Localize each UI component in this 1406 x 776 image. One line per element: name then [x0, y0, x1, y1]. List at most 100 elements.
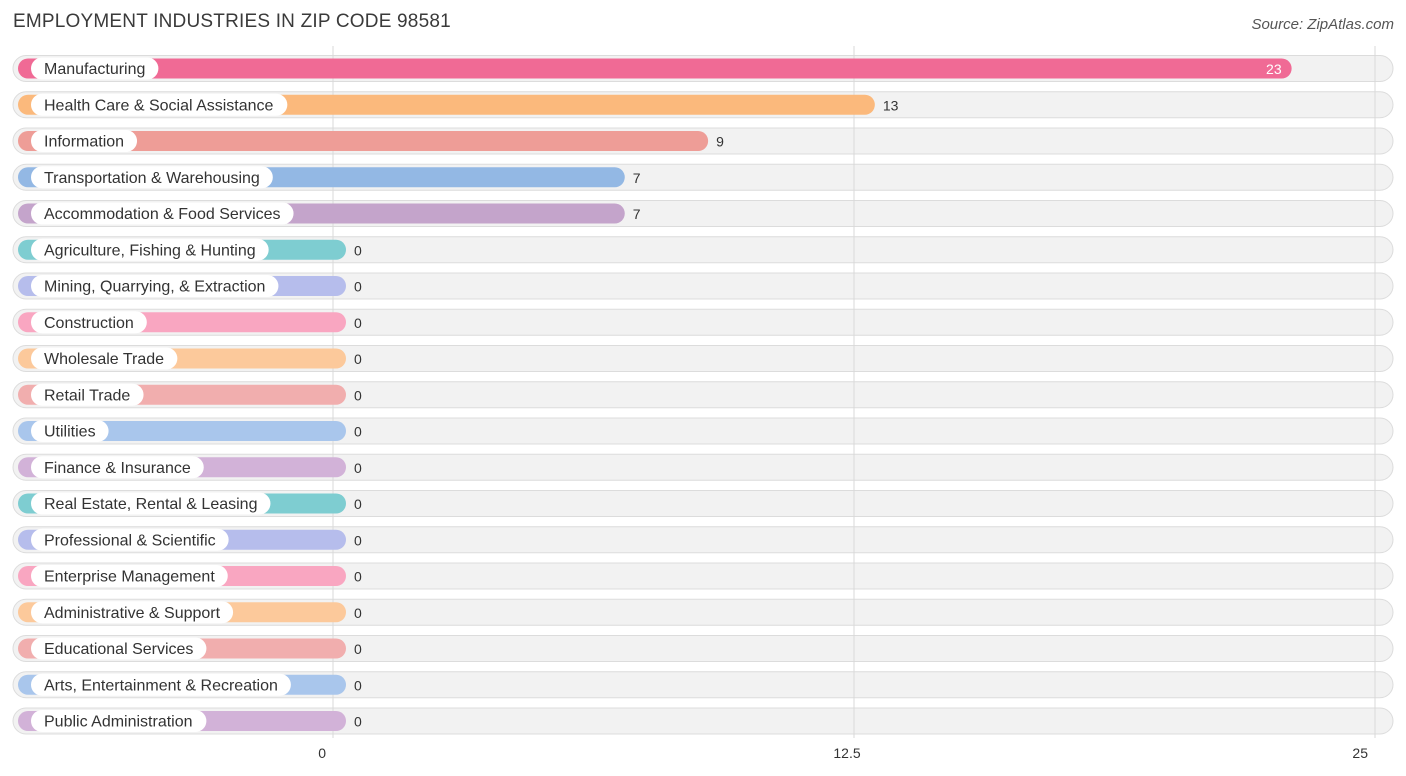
row-background [12, 598, 1394, 626]
category-label: Utilities [44, 424, 96, 441]
row-background [12, 236, 1394, 264]
value-label: 0 [354, 496, 362, 512]
category-label-pill [31, 130, 138, 152]
bar-group: Transportation & Warehousing 7 [18, 166, 641, 189]
category-label: Mining, Quarrying, & Extraction [44, 279, 265, 296]
x-tick-label: 0 [318, 745, 326, 761]
chart-source: Source: ZipAtlas.com [1251, 16, 1394, 33]
row-background [12, 345, 1394, 372]
row-background [12, 453, 1394, 481]
value-label: 0 [354, 605, 362, 621]
bars: Manufacturing 23 Health Care & Social Assi… [18, 57, 1292, 732]
category-label: Manufacturing [44, 61, 145, 78]
bar-group: Construction 0 [18, 311, 362, 334]
category-label-pill [31, 565, 228, 587]
bar-group: Real Estate, Rental & Leasing 0 [18, 492, 362, 515]
bar [18, 58, 1292, 79]
chart-title: EMPLOYMENT INDUSTRIES IN ZIP CODE 98581 [13, 11, 451, 32]
value-label: 0 [354, 279, 362, 295]
value-label: 0 [354, 460, 362, 476]
bar-group: Retail Trade 0 [18, 383, 362, 406]
row-background [12, 671, 1394, 699]
category-label-pill [31, 456, 204, 479]
category-label-pill [31, 311, 147, 334]
category-label: Construction [44, 315, 134, 332]
row-background [12, 308, 1394, 336]
row-background [12, 707, 1394, 735]
bar-group: Manufacturing 23 [18, 57, 1292, 80]
bar-group: Professional & Scientific 0 [18, 528, 362, 551]
value-label: 0 [354, 351, 362, 367]
bar-group: Accommodation & Food Services 7 [18, 202, 641, 225]
category-label: Real Estate, Rental & Leasing [44, 496, 257, 513]
value-label: 9 [716, 134, 724, 150]
row-background [12, 381, 1394, 409]
category-label-pill [31, 347, 178, 370]
value-label: 7 [633, 206, 641, 222]
bar-group: Arts, Entertainment & Recreation 0 [18, 673, 362, 696]
category-label: Educational Services [44, 641, 193, 658]
category-label-pill [31, 710, 207, 732]
category-label-pill [31, 238, 269, 261]
category-label: Transportation & Warehousing [44, 170, 260, 187]
category-label-pill [31, 383, 144, 406]
category-label-pill [31, 492, 271, 515]
value-label: 23 [1266, 61, 1282, 77]
bar-group: Information 9 [18, 130, 724, 152]
row-background [12, 490, 1394, 517]
bar-group: Wholesale Trade 0 [18, 347, 362, 370]
value-label: 0 [354, 315, 362, 331]
row-background [12, 562, 1394, 590]
category-label: Enterprise Management [44, 569, 215, 586]
bar-group: Public Administration 0 [18, 710, 362, 732]
bar-group: Utilities 0 [18, 420, 362, 442]
category-label-pill [31, 202, 294, 225]
value-label: 0 [354, 532, 362, 548]
category-label: Wholesale Trade [44, 351, 164, 368]
bar-group: Agriculture, Fishing & Hunting 0 [18, 238, 362, 261]
row-background [12, 417, 1394, 445]
category-label: Finance & Insurance [44, 460, 191, 477]
value-label: 13 [883, 97, 899, 113]
value-label: 0 [354, 641, 362, 657]
category-label: Retail Trade [44, 387, 130, 404]
bar-group: Mining, Quarrying, & Extraction 0 [18, 275, 362, 297]
x-axis-ticks: 0 12.5 25 [318, 745, 1368, 761]
value-label: 0 [354, 387, 362, 403]
row-background [12, 272, 1394, 300]
bar [18, 131, 709, 151]
category-label: Professional & Scientific [44, 532, 216, 549]
category-label-pill [31, 601, 234, 624]
row-background [12, 635, 1394, 662]
category-label-pill [31, 57, 159, 80]
category-label-pill [31, 637, 207, 660]
value-label: 0 [354, 677, 362, 693]
category-label: Public Administration [44, 714, 193, 731]
value-label: 0 [354, 424, 362, 440]
value-label: 0 [354, 242, 362, 258]
bar-group: Enterprise Management 0 [18, 565, 362, 587]
category-label-pill [31, 420, 109, 442]
category-label-pill [31, 673, 291, 696]
x-tick-label: 12.5 [833, 745, 860, 761]
category-label-pill [31, 528, 229, 551]
value-label: 0 [354, 714, 362, 730]
category-label-pill [31, 93, 288, 116]
x-tick-label: 25 [1352, 745, 1368, 761]
bar-group: Finance & Insurance 0 [18, 456, 362, 479]
category-label: Accommodation & Food Services [44, 206, 281, 223]
bar-group: Administrative & Support 0 [18, 601, 362, 624]
row-background [12, 526, 1394, 554]
value-label: 0 [354, 569, 362, 585]
category-label: Administrative & Support [44, 605, 221, 622]
category-label: Information [44, 134, 124, 151]
bar-group: Educational Services 0 [18, 637, 362, 660]
category-label: Arts, Entertainment & Recreation [44, 677, 278, 694]
bar-group: Health Care & Social Assistance 13 [18, 93, 899, 116]
value-label: 7 [633, 170, 641, 186]
category-label: Agriculture, Fishing & Hunting [44, 242, 256, 259]
category-label: Health Care & Social Assistance [44, 97, 274, 114]
category-label-pill [31, 275, 279, 297]
category-label-pill [31, 166, 273, 189]
